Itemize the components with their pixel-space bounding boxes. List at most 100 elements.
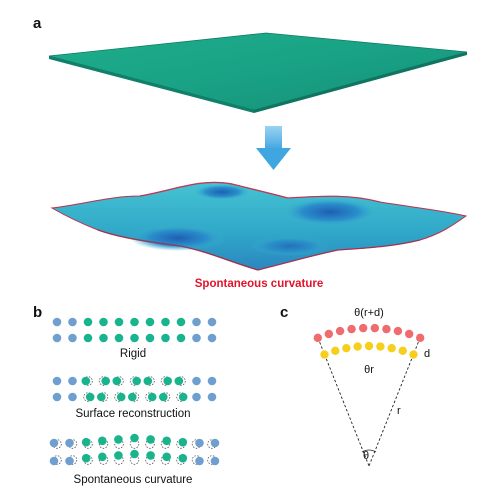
curved-sheet — [50, 181, 468, 271]
atom — [146, 435, 155, 444]
panel-c-label: c — [280, 304, 288, 321]
atom-original-position — [160, 439, 171, 449]
outer-arc-atom — [313, 333, 323, 343]
spontaneous-curvature-caption: Spontaneous curvature — [195, 278, 323, 290]
atom-original-position — [129, 439, 140, 449]
atom — [83, 317, 93, 327]
inner-arc-atom — [353, 342, 362, 351]
atom-original-position — [98, 455, 109, 465]
atom — [162, 436, 171, 446]
atom — [145, 317, 155, 327]
inner-arc-atom — [320, 350, 329, 359]
outer-arc-atom — [358, 323, 368, 333]
atom — [195, 438, 204, 448]
atom — [163, 376, 172, 386]
atom — [98, 452, 107, 462]
atom — [114, 435, 123, 444]
atom — [85, 392, 95, 402]
spontaneous-curvature-lattice — [49, 433, 220, 466]
atom — [83, 333, 93, 343]
atom — [178, 437, 188, 447]
atom — [52, 376, 62, 386]
atom — [112, 376, 122, 386]
atom — [130, 333, 139, 343]
atom — [49, 456, 59, 466]
atom — [159, 392, 168, 402]
outer-arc-atom — [404, 329, 414, 339]
atom — [207, 392, 217, 402]
atom — [192, 392, 201, 402]
atom — [132, 376, 141, 386]
atom — [116, 392, 126, 402]
outer-arc-atom — [347, 324, 356, 334]
atom — [68, 333, 77, 343]
atom — [81, 376, 91, 386]
atom — [128, 392, 137, 402]
atom — [65, 456, 74, 466]
down-arrow — [256, 126, 291, 170]
atom — [147, 392, 157, 402]
atom — [98, 436, 107, 446]
panel-b-label: b — [33, 304, 42, 321]
surface-reconstruction-caption: Surface reconstruction — [75, 408, 190, 420]
angle-label: θ — [363, 450, 369, 462]
atom — [52, 317, 62, 327]
atom — [145, 333, 155, 343]
atom-original-position — [98, 439, 109, 449]
surface-reconstruction-lattice — [52, 376, 217, 402]
outer-arc-atom — [415, 333, 425, 343]
inner-arc-atom — [364, 341, 374, 351]
atom — [130, 449, 139, 459]
outer-arc-atom — [335, 326, 345, 336]
flat-sheet — [48, 32, 468, 113]
atom-original-position — [145, 455, 155, 465]
atom — [130, 317, 139, 327]
atom — [99, 333, 108, 343]
outer-arc-label: θ(r+d) — [354, 307, 384, 319]
spontaneous-curvature-lattice-caption: Spontaneous curvature — [74, 474, 193, 486]
atom-original-position — [114, 439, 124, 449]
atom — [176, 317, 186, 327]
atom — [210, 456, 220, 466]
atom — [114, 317, 124, 327]
atom — [161, 333, 170, 343]
atom — [174, 376, 184, 386]
atom — [97, 392, 106, 402]
atom — [65, 438, 74, 448]
atom-original-position — [129, 455, 140, 465]
inner-arc-atom — [342, 343, 351, 353]
atom — [81, 437, 91, 447]
atom — [114, 451, 123, 460]
inner-arc-atoms — [320, 341, 418, 359]
atom — [192, 317, 201, 327]
inner-arc-atom — [387, 343, 396, 353]
inner-arc-atom — [331, 346, 340, 356]
atom — [81, 453, 91, 463]
atom — [192, 376, 201, 386]
atom — [162, 452, 171, 462]
atom — [146, 451, 155, 460]
atom — [161, 317, 170, 327]
radius-label: r — [397, 405, 401, 417]
atom — [49, 438, 59, 448]
outer-arc-atom — [393, 326, 403, 336]
atom — [178, 453, 188, 463]
atom-original-position — [160, 455, 171, 465]
atom — [195, 456, 204, 466]
atom — [207, 333, 217, 343]
atom — [68, 376, 77, 386]
panel-a-label: a — [33, 15, 42, 32]
atom — [210, 438, 220, 448]
inner-arc-label: θr — [364, 364, 374, 376]
atom — [176, 333, 186, 343]
thickness-label: d — [424, 348, 430, 360]
inner-arc-atom — [398, 346, 407, 356]
atom — [114, 333, 124, 343]
atom-original-position — [114, 455, 124, 465]
atom — [178, 392, 188, 402]
atom — [68, 317, 77, 327]
atom — [207, 317, 217, 327]
atom — [207, 376, 217, 386]
atom-original-position — [145, 439, 155, 449]
